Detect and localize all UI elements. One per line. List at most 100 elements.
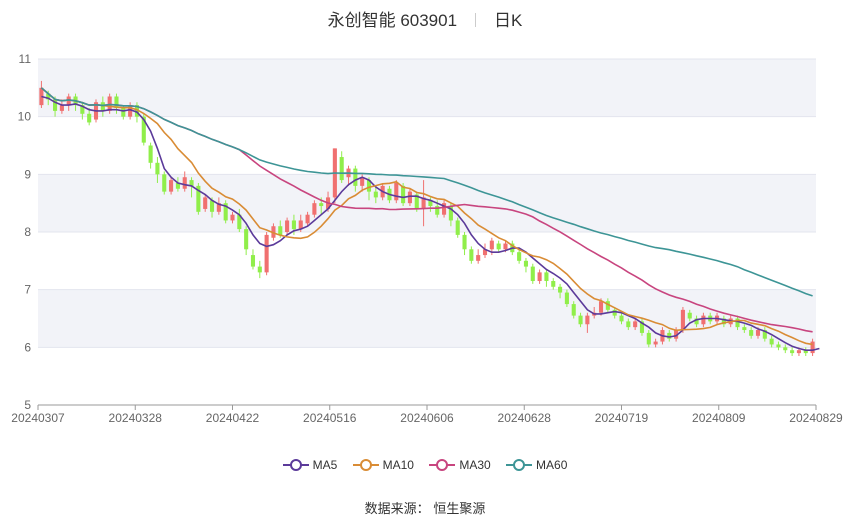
candle bbox=[66, 93, 71, 111]
candle-body bbox=[162, 174, 167, 192]
grid-lines bbox=[38, 58, 816, 406]
grid-band bbox=[38, 59, 816, 117]
legend-item-ma5[interactable]: MA5 bbox=[282, 458, 337, 472]
candle-body bbox=[216, 203, 221, 212]
candle-body bbox=[605, 301, 610, 310]
x-tick-label: 20240628 bbox=[498, 411, 552, 425]
candle-body bbox=[394, 182, 399, 201]
y-tick-label: 8 bbox=[24, 225, 31, 239]
candle bbox=[462, 232, 467, 256]
candle-body bbox=[169, 180, 174, 192]
candle-body bbox=[619, 315, 624, 322]
candle-body bbox=[285, 220, 290, 232]
candle-body bbox=[203, 197, 208, 209]
candle-body bbox=[182, 177, 187, 189]
candle-body bbox=[53, 99, 58, 111]
candle bbox=[496, 240, 501, 253]
x-axis: 20240307 20240328 20240422 20240516 20240606… bbox=[11, 404, 843, 425]
candle-body bbox=[476, 255, 481, 261]
candle bbox=[626, 318, 631, 331]
candle bbox=[80, 102, 85, 120]
candle bbox=[687, 309, 692, 322]
candle bbox=[810, 338, 815, 356]
candle bbox=[148, 142, 153, 169]
candle-body bbox=[271, 226, 276, 238]
candle-body bbox=[230, 214, 235, 221]
candle-body bbox=[435, 206, 440, 215]
candle-body bbox=[278, 226, 283, 235]
candle-body bbox=[674, 330, 679, 339]
candle-body bbox=[366, 180, 372, 192]
candle bbox=[694, 315, 699, 328]
candle-body bbox=[455, 220, 460, 235]
candle bbox=[169, 177, 174, 195]
candle bbox=[237, 208, 242, 232]
candle-body bbox=[291, 220, 296, 230]
candle bbox=[175, 177, 180, 192]
y-tick-label: 6 bbox=[24, 340, 31, 354]
x-tick-label: 20240829 bbox=[789, 411, 843, 425]
candle bbox=[544, 269, 549, 287]
candle-body bbox=[148, 145, 153, 163]
candle-body bbox=[598, 301, 604, 313]
candle-body bbox=[141, 116, 146, 143]
candle bbox=[530, 263, 535, 284]
legend-item-ma60[interactable]: MA60 bbox=[506, 458, 567, 472]
candle-body bbox=[134, 105, 140, 117]
candle bbox=[619, 312, 624, 325]
y-tick-label: 5 bbox=[24, 398, 31, 412]
candle-body bbox=[469, 249, 474, 261]
y-tick-label: 9 bbox=[24, 167, 31, 181]
candle-body bbox=[530, 266, 535, 282]
candle bbox=[769, 335, 774, 348]
candle bbox=[312, 200, 317, 218]
legend-item-ma10[interactable]: MA10 bbox=[352, 458, 414, 472]
candle bbox=[476, 249, 481, 264]
candle-body bbox=[558, 286, 563, 293]
candle-body bbox=[360, 177, 365, 186]
ma5-line bbox=[41, 95, 820, 352]
data-source: 数据来源： 恒生聚源 bbox=[0, 498, 850, 517]
y-tick-label: 11 bbox=[19, 52, 32, 66]
candle-body bbox=[489, 240, 494, 250]
candle-body bbox=[790, 350, 795, 354]
candle bbox=[633, 318, 638, 331]
source-name: 恒生聚源 bbox=[433, 501, 486, 516]
candle bbox=[653, 338, 658, 348]
candle bbox=[749, 327, 754, 339]
candle-body bbox=[769, 338, 774, 345]
candle-body bbox=[735, 318, 740, 328]
x-tick-label: 20240328 bbox=[109, 411, 163, 425]
candle-body bbox=[373, 191, 378, 198]
candle bbox=[373, 185, 378, 204]
candle-body bbox=[319, 203, 324, 207]
candle-body bbox=[244, 229, 249, 250]
candle-body bbox=[448, 206, 453, 221]
candle bbox=[585, 312, 590, 333]
legend-label-ma60: MA60 bbox=[536, 458, 568, 472]
candle-body bbox=[564, 292, 569, 305]
candle bbox=[783, 344, 788, 354]
title-stock: 永创智能 603901 bbox=[327, 11, 458, 30]
candle bbox=[680, 306, 685, 333]
candle bbox=[421, 180, 426, 227]
candle-body bbox=[59, 105, 64, 111]
candle-body bbox=[646, 332, 651, 345]
legend-label-ma10: MA10 bbox=[382, 458, 414, 472]
candle bbox=[285, 217, 290, 235]
candle bbox=[407, 188, 412, 207]
candle bbox=[339, 151, 344, 183]
legend-item-ma30[interactable]: MA30 bbox=[429, 458, 491, 472]
candle bbox=[469, 246, 474, 264]
candle-body bbox=[353, 168, 358, 186]
x-tick-label: 20240606 bbox=[400, 411, 454, 425]
candle-body bbox=[680, 309, 685, 331]
candle-body bbox=[633, 321, 638, 328]
candle bbox=[59, 99, 64, 114]
candle-body bbox=[401, 185, 406, 204]
candle-body bbox=[414, 194, 419, 209]
candle bbox=[203, 194, 208, 212]
candle-body bbox=[175, 182, 180, 189]
candle bbox=[455, 217, 460, 238]
candle bbox=[790, 347, 795, 356]
